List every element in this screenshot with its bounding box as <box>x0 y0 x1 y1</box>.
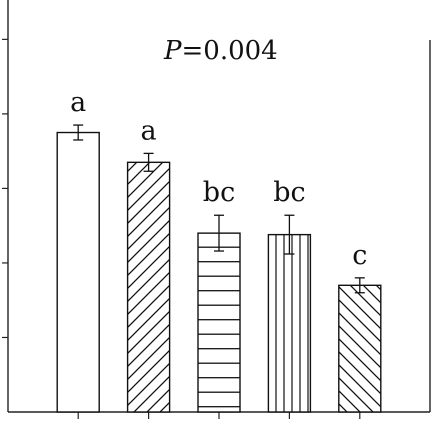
bar <box>338 284 382 413</box>
significance-letter: c <box>352 240 367 271</box>
y-ticks <box>2 38 8 339</box>
significance-letter: bc <box>273 177 305 208</box>
significance-letter: bc <box>203 177 235 208</box>
x-ticks <box>77 412 361 419</box>
error-bars <box>73 124 365 294</box>
p-value-var: P <box>163 36 182 66</box>
p-value-annotation: P=0.004 <box>163 36 278 66</box>
significance-letter: a <box>141 115 157 146</box>
bar <box>197 232 241 413</box>
bar <box>126 161 171 413</box>
significance-letters: a a bc bc c <box>70 87 367 271</box>
p-value-text: =0.004 <box>182 36 278 66</box>
bars <box>56 131 382 413</box>
bar <box>56 131 100 413</box>
significance-letter: a <box>70 87 86 118</box>
bar <box>267 233 312 413</box>
